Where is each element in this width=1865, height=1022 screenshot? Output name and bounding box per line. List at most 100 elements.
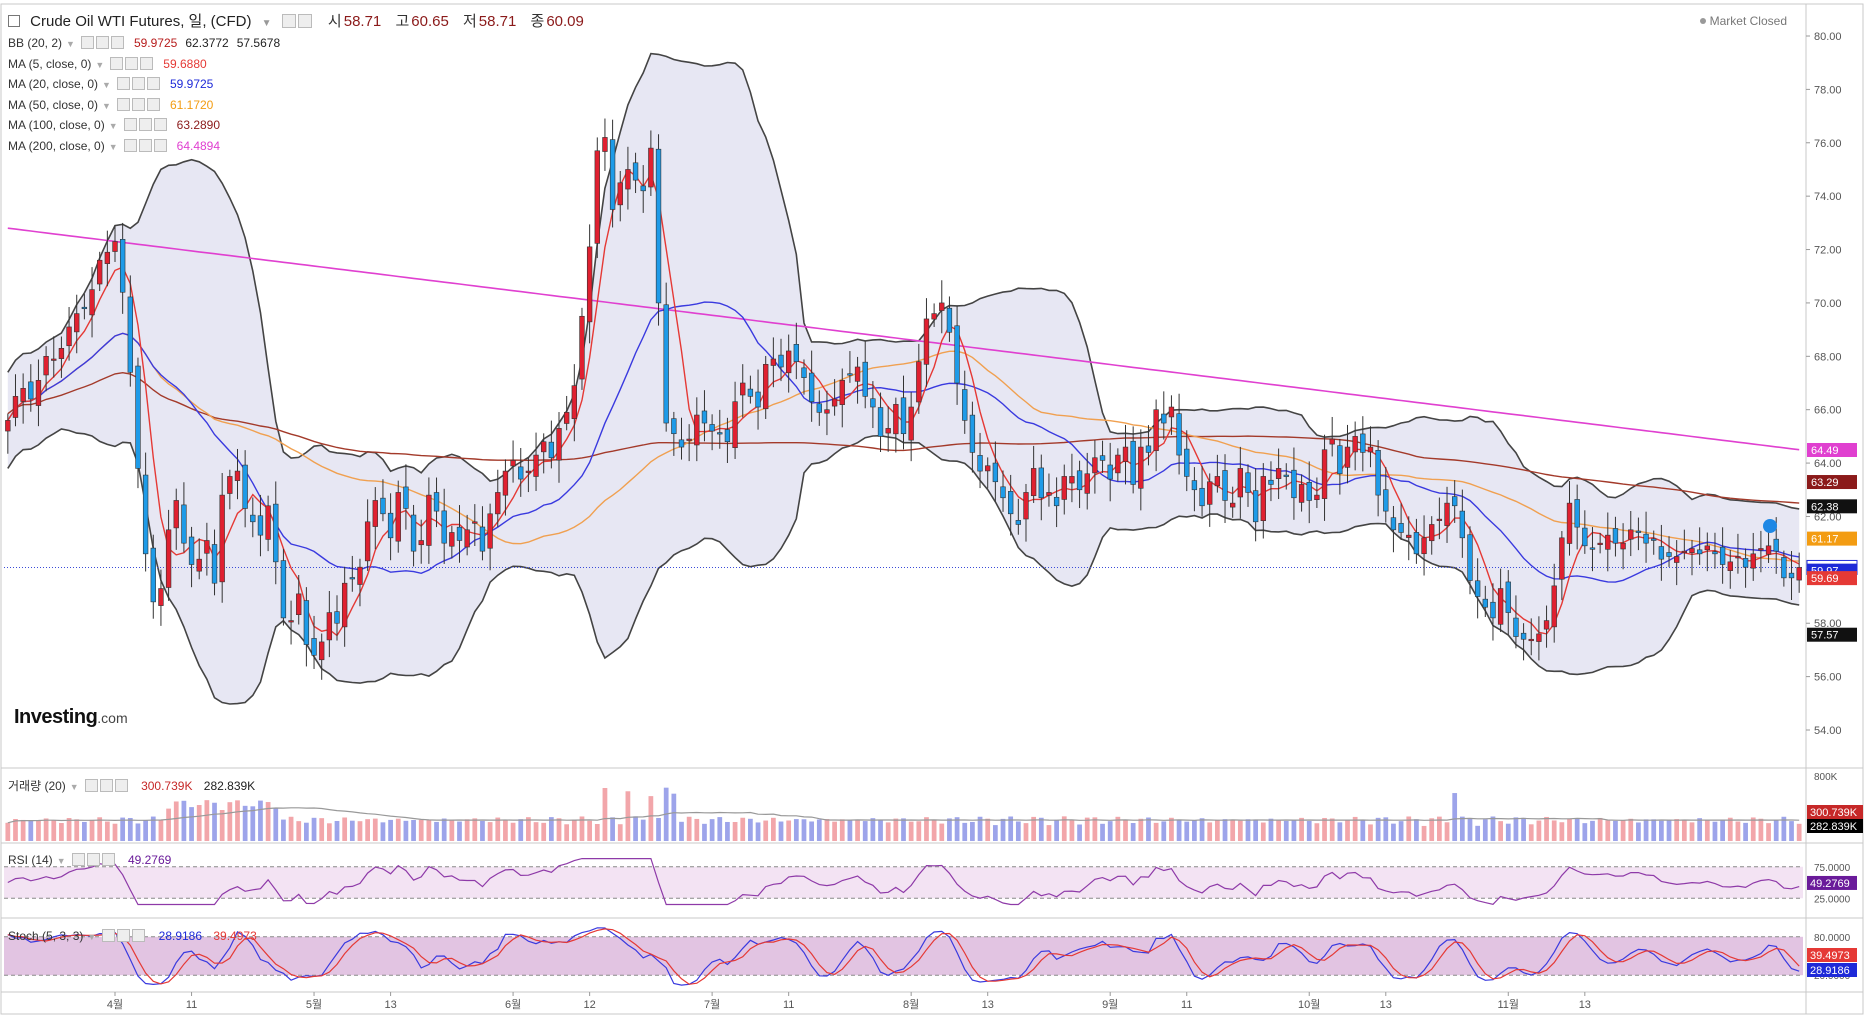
- chevron-down-icon[interactable]: ▼: [108, 141, 118, 152]
- volume-bar: [357, 821, 363, 841]
- candle-body: [150, 547, 156, 603]
- chevron-down-icon[interactable]: ▼: [87, 932, 97, 942]
- visibility-icon[interactable]: [125, 56, 139, 70]
- chevron-down-icon[interactable]: ▼: [102, 80, 111, 90]
- volume-bar: [74, 819, 80, 841]
- visibility-icon[interactable]: [86, 853, 100, 866]
- instrument-title[interactable]: Crude Oil WTI Futures, 일, (CFD): [30, 13, 252, 30]
- close-icon[interactable]: [146, 97, 160, 111]
- close-icon[interactable]: [110, 36, 124, 49]
- volume-bar: [472, 818, 478, 841]
- candle-body: [303, 600, 310, 645]
- candle-body: [1704, 545, 1710, 551]
- chevron-down-icon[interactable]: ▼: [95, 59, 105, 70]
- candle-body: [1199, 487, 1205, 507]
- candle-body: [1742, 558, 1749, 568]
- candle-body: [1176, 413, 1182, 456]
- visibility-icon[interactable]: [297, 14, 312, 28]
- candle-body: [1467, 534, 1473, 581]
- close-icon[interactable]: [101, 853, 115, 866]
- volume-bar: [1429, 818, 1435, 841]
- indicator-name[interactable]: MA (5, close, 0): [8, 56, 92, 71]
- close-icon[interactable]: [132, 929, 146, 942]
- visibility-icon[interactable]: [138, 118, 152, 131]
- chevron-down-icon[interactable]: ▼: [56, 856, 66, 866]
- visibility-icon[interactable]: [95, 36, 109, 49]
- indicator-name[interactable]: MA (200, close, 0): [8, 138, 105, 153]
- close-icon[interactable]: [146, 77, 160, 90]
- settings-icon[interactable]: [110, 56, 124, 70]
- volume-bar: [1306, 820, 1312, 841]
- indicator-name[interactable]: MA (50, close, 0): [8, 97, 99, 112]
- visibility-icon[interactable]: [131, 97, 145, 111]
- candle-body: [1245, 472, 1251, 493]
- settings-icon[interactable]: [102, 929, 116, 942]
- candle-body: [939, 302, 945, 311]
- chevron-down-icon[interactable]: ▼: [261, 18, 272, 29]
- volume-bar: [503, 819, 508, 841]
- chevron-down-icon[interactable]: ▼: [69, 782, 79, 792]
- candle-body: [288, 620, 294, 623]
- close-icon[interactable]: [153, 138, 167, 152]
- settings-icon[interactable]: [84, 779, 98, 792]
- stoch-tag-text: 28.9186: [1810, 965, 1850, 977]
- price-tag-text: 61.17: [1811, 534, 1839, 546]
- indicator-name[interactable]: MA (100, close, 0): [8, 118, 105, 132]
- volume-bar: [342, 817, 348, 841]
- candle-body: [1069, 476, 1075, 484]
- volume-name[interactable]: 거래량 (20): [8, 779, 66, 793]
- visibility-icon[interactable]: [131, 77, 145, 90]
- settings-icon[interactable]: [116, 97, 130, 111]
- indicator-name[interactable]: MA (20, close, 0): [8, 77, 99, 91]
- settings-icon[interactable]: [116, 77, 130, 90]
- volume-bar: [1161, 821, 1167, 841]
- volume-bar: [1735, 821, 1741, 841]
- indicator-row: MA (100, close, 0) ▼ 63.2890: [8, 118, 220, 132]
- stoch-name[interactable]: Stoch (5, 3, 3): [8, 929, 84, 943]
- settings-icon[interactable]: [80, 36, 94, 49]
- chevron-down-icon[interactable]: ▼: [102, 100, 111, 111]
- candle-body: [1612, 528, 1619, 544]
- indicator-name[interactable]: BB (20, 2): [8, 36, 63, 50]
- rsi-name[interactable]: RSI (14): [8, 853, 53, 867]
- volume-bar: [541, 822, 547, 841]
- volume-bar: [1436, 816, 1442, 841]
- volume-bar: [1796, 823, 1802, 841]
- candle-body: [1291, 469, 1297, 499]
- settings-icon[interactable]: [123, 118, 137, 131]
- visibility-icon[interactable]: [117, 929, 131, 942]
- chevron-down-icon[interactable]: ▼: [66, 39, 75, 49]
- volume-bar: [1490, 816, 1496, 841]
- volume-bar: [1544, 816, 1549, 841]
- collapse-icon[interactable]: [8, 15, 20, 27]
- settings-icon[interactable]: [281, 14, 296, 28]
- volume-bar: [189, 807, 194, 841]
- volume-bar: [571, 819, 577, 841]
- volume-bar: [755, 822, 761, 841]
- visibility-icon[interactable]: [138, 138, 152, 152]
- close-icon[interactable]: [153, 118, 167, 131]
- chevron-down-icon[interactable]: ▼: [108, 121, 118, 131]
- volume-bar: [709, 819, 715, 841]
- volume-bar: [1291, 820, 1297, 841]
- status-dot-icon: [1699, 18, 1706, 24]
- candle-body: [1444, 502, 1450, 526]
- volume-bar: [1230, 819, 1236, 841]
- settings-icon[interactable]: [71, 853, 85, 866]
- rsi-axis-label: 75.0000: [1814, 863, 1851, 874]
- volume-bar: [717, 817, 723, 841]
- volume-bar: [426, 819, 432, 841]
- candle-body: [533, 454, 539, 477]
- candle-body: [1314, 494, 1320, 500]
- close-icon[interactable]: [114, 779, 128, 792]
- candle-body: [877, 407, 884, 437]
- candle-body: [1191, 480, 1198, 491]
- candle-body: [127, 296, 133, 373]
- candle-body: [724, 429, 731, 443]
- visibility-icon[interactable]: [99, 779, 113, 792]
- candle-body: [694, 414, 700, 446]
- volume-bar: [610, 817, 615, 841]
- settings-icon[interactable]: [123, 138, 137, 152]
- close-icon[interactable]: [140, 56, 154, 70]
